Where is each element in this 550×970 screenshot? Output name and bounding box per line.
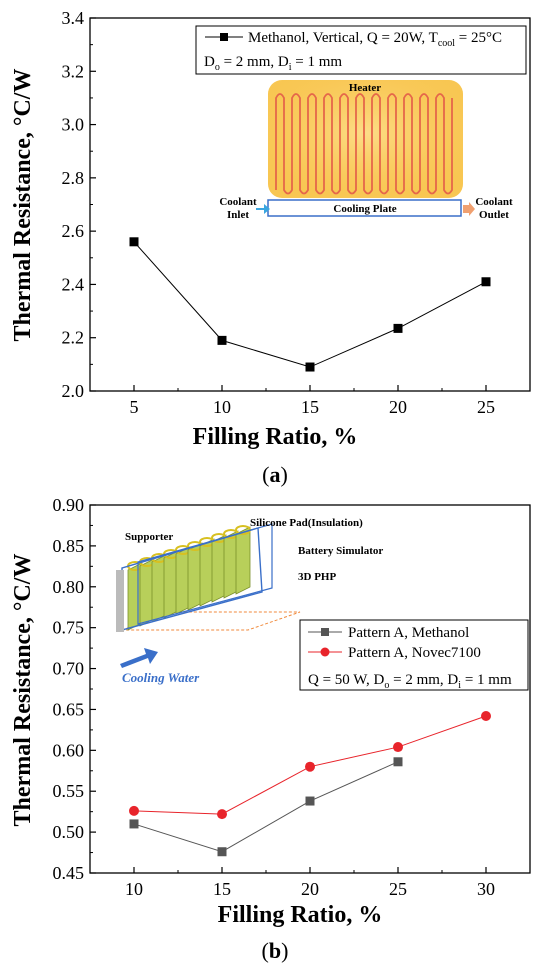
y-tick-label-a: 2.6	[62, 221, 85, 241]
cooling-plate-label: Cooling Plate	[333, 203, 396, 215]
data-point-b-0	[217, 847, 227, 857]
silicone-pad-label: Silicone Pad(Insulation)	[250, 517, 363, 529]
supporter-label: Supporter	[125, 531, 173, 543]
legend-a: Methanol, Vertical, Q = 20W, Tcool = 25°…	[195, 25, 527, 75]
y-tick-label-b: 0.90	[53, 495, 85, 515]
legend-text-b-0: Pattern A, Methanol	[348, 625, 469, 641]
y-axis-label-a: Thermal Resistance, °C/W	[10, 69, 36, 342]
caption-a: (a)	[262, 462, 288, 487]
legend-text-a-2: Do = 2 mm, Di = 1 mm	[204, 54, 342, 73]
y-tick-label-b: 0.65	[53, 699, 85, 719]
y-tick-label-a: 3.4	[62, 8, 85, 28]
data-point-a-0	[129, 237, 139, 247]
x-tick-label-b: 20	[301, 879, 319, 899]
heater-glow	[268, 80, 463, 198]
y-tick-label-b: 0.50	[53, 822, 85, 842]
data-point-b-1	[305, 761, 315, 772]
data-point-a-0	[481, 277, 491, 287]
cooling-water-label: Cooling Water	[122, 670, 200, 685]
y-tick-label-b: 0.85	[53, 536, 85, 556]
x-tick-label-a: 5	[130, 397, 139, 417]
x-tick-label-b: 25	[389, 879, 407, 899]
php-panel	[211, 534, 227, 603]
data-point-b-0	[129, 819, 139, 829]
data-point-a-0	[305, 362, 315, 372]
coolant-outlet-arrow	[463, 202, 475, 216]
chart-a: Heater Cooling Plate Coolant Inlet Coola…	[10, 8, 531, 487]
y-tick-label-a: 2.8	[62, 168, 85, 188]
x-axis-label-a: Filling Ratio, %	[193, 424, 358, 450]
y-tick-label-b: 0.55	[53, 781, 85, 801]
battery-simulator-plate-back	[137, 523, 273, 625]
legend-box-a	[195, 25, 527, 75]
data-point-b-0	[305, 796, 315, 806]
legend-text-b-1: Pattern A, Novec7100	[348, 645, 481, 661]
y-axis-label-b: Thermal Resistance, °C/W	[10, 554, 36, 827]
heater-diagram-inset: Heater Cooling Plate Coolant Inlet Coola…	[219, 80, 513, 221]
coolant-inlet-label-1: Coolant	[219, 196, 257, 208]
x-tick-label-b: 30	[477, 879, 495, 899]
y-tick-label-b: 0.70	[53, 659, 85, 679]
cooling-water-arrow	[120, 648, 158, 668]
coolant-inlet-arrow	[256, 204, 270, 214]
coolant-inlet-label-2: Inlet	[227, 209, 249, 221]
data-point-a-0	[217, 335, 227, 345]
php-module-inset: Supporter Silicone Pad(Insulation) Batte…	[116, 517, 383, 685]
series-line-b-0	[133, 761, 399, 853]
coolant-outlet-label-1: Coolant	[475, 196, 513, 208]
x-tick-label-a: 20	[389, 397, 407, 417]
legend-text-a-1: Methanol, Vertical, Q = 20W, Tcool = 25°…	[248, 30, 502, 49]
y-tick-label-b: 0.60	[53, 740, 85, 760]
y-tick-label-b: 0.75	[53, 618, 85, 638]
y-tick-label-b: 0.80	[53, 577, 85, 597]
legend-note-b: Q = 50 W, Do = 2 mm, Di = 1 mm	[308, 672, 512, 691]
y-tick-label-a: 3.2	[62, 61, 85, 81]
data-point-b-1	[217, 809, 227, 820]
x-axis-label-b: Filling Ratio, %	[218, 902, 383, 928]
legend-marker-a	[220, 33, 228, 41]
php-panel	[235, 526, 251, 595]
data-point-b-0	[393, 757, 403, 767]
data-point-b-1	[481, 710, 491, 721]
series-line-a-0	[133, 241, 487, 368]
legend-marker-b-1	[320, 647, 330, 657]
y-tick-label-b: 0.45	[53, 863, 85, 883]
x-tick-label-b: 15	[213, 879, 231, 899]
php-panel	[187, 542, 203, 611]
data-point-b-1	[393, 742, 403, 753]
caption-b: (b)	[262, 938, 289, 963]
coolant-outlet-label-2: Outlet	[479, 209, 509, 221]
y-tick-label-a: 2.0	[62, 381, 85, 401]
x-tick-label-b: 10	[125, 879, 143, 899]
y-tick-label-a: 3.0	[62, 115, 85, 135]
legend-marker-b-0	[321, 628, 329, 636]
x-tick-label-a: 25	[477, 397, 495, 417]
heater-serpentine-tube	[275, 93, 453, 195]
y-tick-label-a: 2.4	[62, 274, 85, 294]
data-point-b-1	[129, 805, 139, 816]
x-tick-label-a: 10	[213, 397, 231, 417]
php-panel	[199, 538, 215, 607]
chart-b: Supporter Silicone Pad(Insulation) Batte…	[10, 495, 531, 963]
y-tick-label-a: 2.2	[62, 328, 85, 348]
data-point-a-0	[393, 323, 403, 333]
heater-label: Heater	[349, 82, 381, 94]
supporter-bar	[116, 570, 124, 632]
php-label: 3D PHP	[298, 571, 336, 583]
x-tick-label-a: 15	[301, 397, 319, 417]
php-panel	[223, 530, 239, 599]
battery-simulator-label: Battery Simulator	[298, 545, 383, 557]
